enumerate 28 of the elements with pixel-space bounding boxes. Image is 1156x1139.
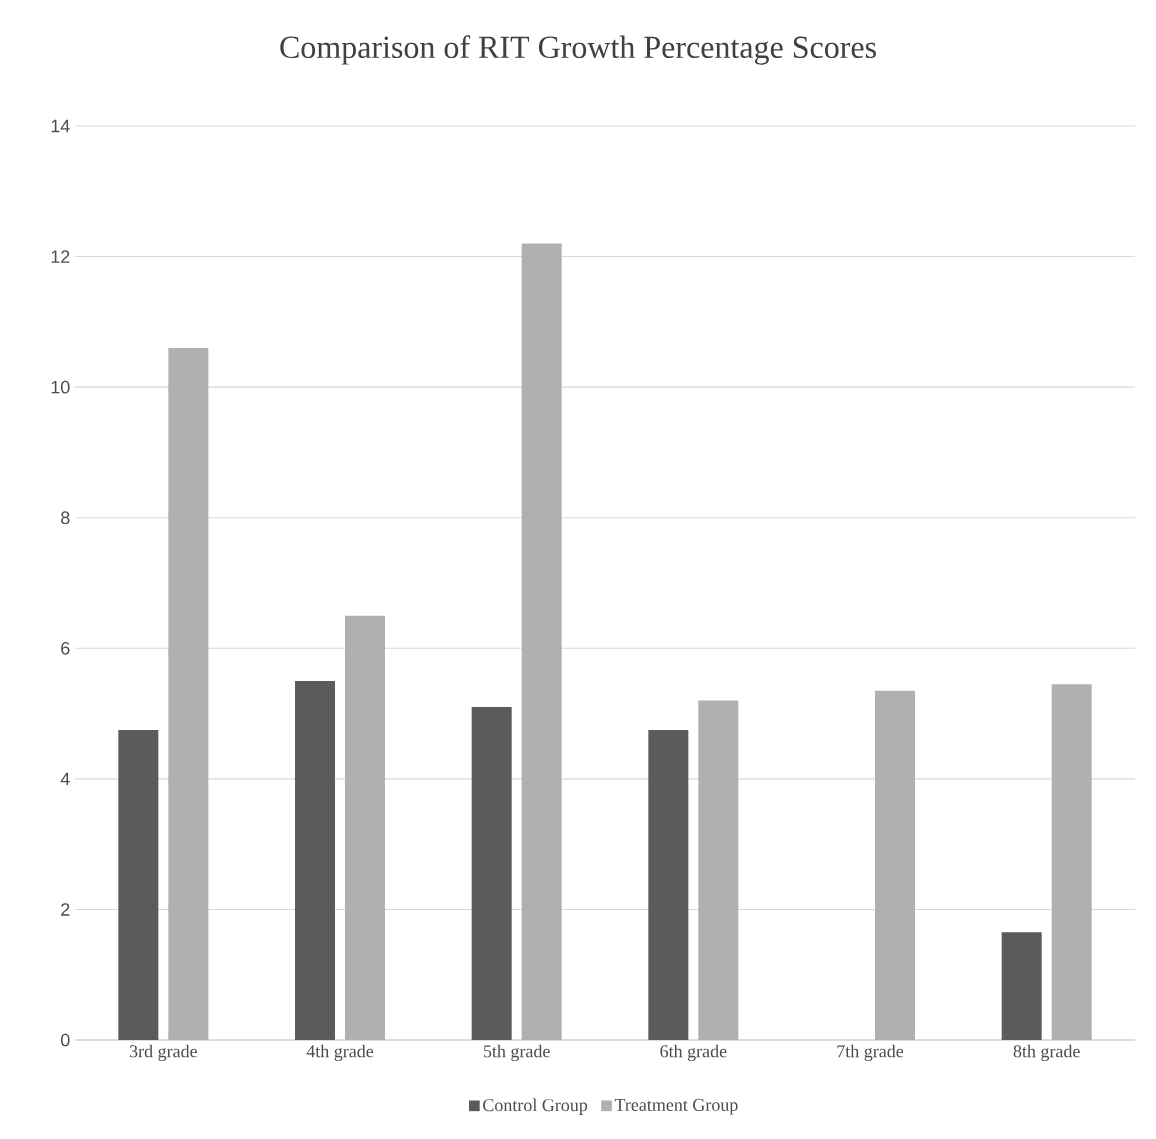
x-tick-label: 7th grade [837,1044,904,1062]
x-tick-label: 4th grade [306,1044,374,1062]
bar [521,243,562,1040]
bar [345,615,386,1040]
bar [648,729,689,1040]
bar [1001,932,1042,1040]
x-tick-label: 3rd grade [129,1044,197,1062]
y-tick-label: 0 [60,1033,70,1047]
x-tick-label: 5th grade [483,1044,550,1062]
chart-title: Comparison of RIT Growth Percentage Scores [280,35,876,65]
bar [295,680,335,1040]
y-tick-label: 14 [51,119,70,133]
bar [118,729,159,1040]
y-tick-label: 12 [51,250,70,263]
x-tick-label: 6th grade [660,1044,727,1062]
y-tick-label: 8 [61,511,70,525]
y-tick-label: 10 [51,380,70,394]
legend-label: Control Group [483,1098,588,1115]
bar [471,707,512,1040]
bar [698,700,739,1040]
bar [168,347,209,1040]
bar [1051,684,1092,1040]
legend-label: Treatment Group [614,1098,738,1115]
y-tick-label: 6 [61,641,70,655]
y-tick-label: 2 [61,903,70,916]
x-tick-label: 8th grade [1013,1044,1080,1062]
y-tick-label: 4 [60,772,70,786]
bar [875,690,916,1040]
